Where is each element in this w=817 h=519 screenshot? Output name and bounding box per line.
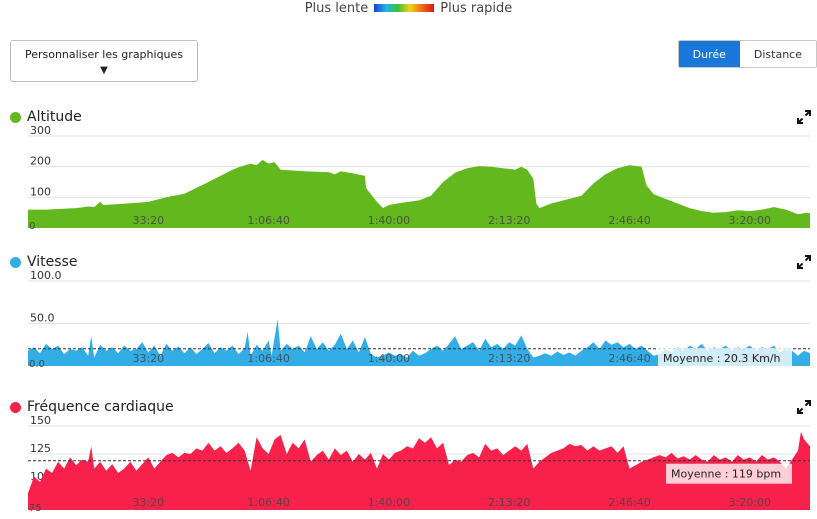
y-tick-label: 300: [30, 124, 51, 137]
y-tick-label: 125: [30, 442, 51, 455]
tab-distance[interactable]: Distance: [739, 41, 816, 67]
heart-rate-panel-title: Fréquence cardiaque: [10, 399, 174, 415]
x-tick-label: 1:40:00: [368, 352, 410, 365]
average-label: Moyenne : 119 bpm: [671, 468, 781, 481]
legend-fast-label: Plus rapide: [440, 0, 513, 16]
y-tick-label: 100.0: [30, 269, 62, 282]
average-label: Moyenne : 20.3 Km/h: [663, 352, 781, 365]
x-tick-label: 33:20: [132, 352, 164, 365]
speed-panel-title: Vitesse: [10, 254, 77, 270]
legend-slow-label: Plus lente: [304, 0, 369, 16]
x-tick-label: 2:13:20: [488, 352, 530, 365]
axis-mode-toggle[interactable]: Durée Distance: [677, 40, 817, 68]
expand-icon[interactable]: [797, 110, 811, 124]
x-tick-label: 1:06:40: [247, 214, 289, 227]
altitude-color-dot: [10, 111, 21, 123]
heart-rate-area-series: [28, 431, 810, 510]
y-baseline-label: 0.0: [29, 359, 45, 370]
altitude-chart: 300 200 100 0 33:20 1:06:40 1:40:00 2:13:20 2:46…: [28, 124, 810, 232]
x-tick-label: 2:46:40: [608, 352, 650, 365]
x-tick-label: 3:20:00: [729, 496, 771, 509]
customize-charts-label: Personnaliser les graphiques: [24, 48, 184, 61]
altitude-title-text: Altitude: [27, 109, 82, 125]
x-tick-label: 1:06:40: [247, 496, 289, 509]
expand-icon[interactable]: [797, 400, 811, 414]
altitude-panel-title: Altitude: [10, 109, 82, 125]
y-tick-label: 200: [30, 155, 51, 168]
x-tick-label: 2:46:40: [608, 214, 650, 227]
speed-area-series: [28, 319, 810, 366]
heart-rate-title-text: Fréquence cardiaque: [27, 399, 174, 415]
speed-color-legend: Plus lente Plus rapide: [0, 0, 817, 16]
speed-title-text: Vitesse: [27, 254, 78, 270]
x-tick-label: 3:20:00: [729, 214, 771, 227]
y-tick-label: 100: [30, 185, 51, 198]
average-label-box: [658, 348, 792, 368]
x-tick-label: 2:13:20: [488, 496, 530, 509]
y-tick-label: 150: [30, 414, 51, 427]
heart-rate-color-dot: [10, 401, 21, 413]
x-tick-label: 33:20: [132, 214, 164, 227]
x-tick-label: 2:46:40: [608, 496, 650, 509]
x-tick-label: 1:40:00: [368, 496, 410, 509]
average-label-box: [666, 463, 792, 484]
x-tick-label: 2:13:20: [488, 214, 530, 227]
speed-gradient-bar: [374, 4, 435, 12]
x-tick-label: 1:06:40: [247, 352, 289, 365]
expand-icon[interactable]: [797, 255, 811, 269]
x-tick-label: 33:20: [132, 496, 164, 509]
speed-color-dot: [10, 256, 21, 268]
customize-charts-button[interactable]: Personnaliser les graphiques ▼: [10, 40, 198, 82]
y-baseline-label: 0: [29, 221, 35, 232]
chevron-down-icon: ▼: [100, 65, 108, 76]
speed-chart: 100.0 50.0 0.0 33:20 1:06:40 1:40:00 2:13:20 2:…: [28, 269, 810, 370]
y-baseline-label: 75: [29, 503, 42, 514]
x-tick-label: 1:40:00: [368, 214, 410, 227]
altitude-area-series: [28, 159, 810, 228]
y-tick-label: 50.0: [30, 312, 55, 325]
tab-duration[interactable]: Durée: [678, 41, 740, 67]
